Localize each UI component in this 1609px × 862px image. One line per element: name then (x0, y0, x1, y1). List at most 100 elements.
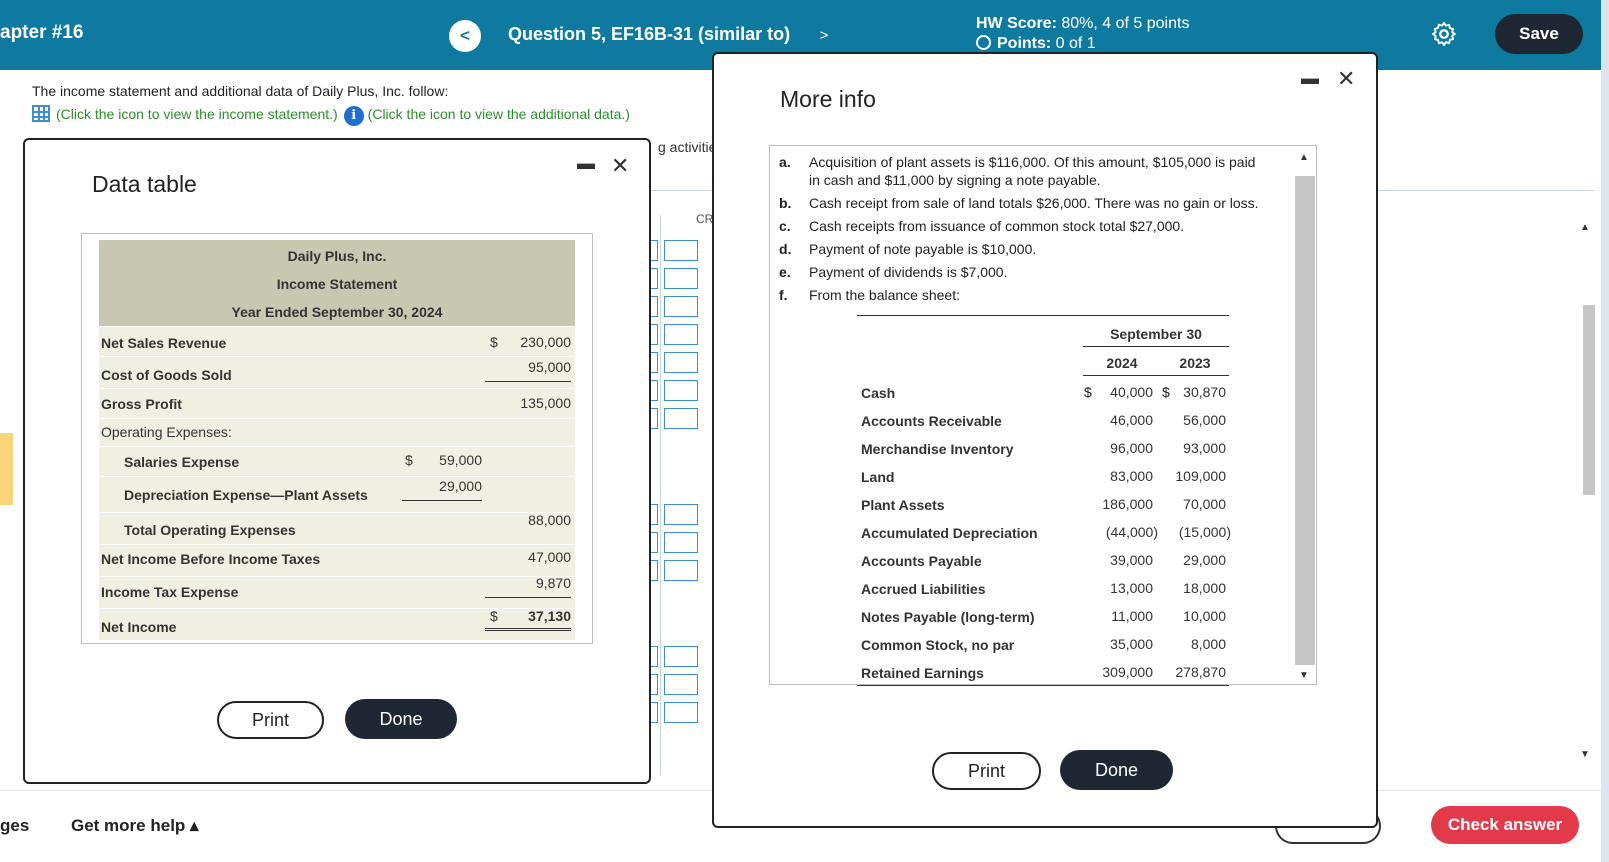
hw-score-label: HW Score: (976, 15, 1057, 32)
balance-value-2024: 46,000 (1110, 412, 1153, 428)
footer-left-fragment[interactable]: ges (0, 816, 30, 835)
list-item-letter: b. (779, 195, 792, 211)
obscured-column-header: CR (696, 212, 714, 226)
print-button[interactable]: Print (217, 701, 324, 739)
list-item-text: Cash receipts from issuance of common st… (809, 218, 1185, 234)
obscured-input[interactable] (664, 702, 698, 723)
row-label: Salaries Expense (124, 454, 240, 470)
balance-row-label: Accounts Payable (861, 553, 982, 569)
balance-row-label: Notes Payable (long-term) (861, 609, 1035, 625)
save-button[interactable]: Save (1495, 14, 1583, 54)
list-item-text: From the balance sheet: (809, 287, 960, 303)
list-item-text: Cash receipt from sale of land totals $2… (809, 195, 1259, 211)
chapter-title: apter #16 (0, 22, 84, 43)
balance-value-2024: 40,000 (1110, 384, 1153, 400)
currency-symbol: $ (490, 608, 498, 624)
statement-name: Income Statement (276, 276, 398, 292)
balance-value-2024: 309,000 (1102, 664, 1153, 680)
balance-value-2023: 93,000 (1183, 440, 1226, 456)
obscured-grid-line (640, 190, 720, 191)
row-value: 37,130 (485, 608, 571, 631)
additional-data-link[interactable]: (Click the icon to view the additional d… (367, 106, 630, 122)
next-question-button[interactable]: > (819, 27, 829, 44)
question-intro: The income statement and additional data… (32, 83, 449, 99)
list-item-letter: a. (779, 154, 791, 170)
minimize-icon[interactable]: ▬ (1301, 68, 1319, 88)
obscured-input[interactable] (664, 352, 698, 373)
minimize-icon[interactable]: ▬ (577, 153, 595, 173)
data-table-title: Data table (92, 171, 197, 197)
obscured-input[interactable] (664, 646, 698, 667)
balance-value-2024: 186,000 (1102, 496, 1153, 512)
hw-score: HW Score: 80%, 4 of 5 points (976, 15, 1189, 33)
close-icon[interactable]: ✕ (1337, 66, 1356, 91)
balance-row-label: Plant Assets (861, 497, 945, 513)
points-value: 0 of 1 (1055, 35, 1096, 52)
list-item-letter: d. (779, 241, 792, 257)
table-row (99, 608, 575, 640)
balance-value-2023: 109,000 (1175, 468, 1226, 484)
scroll-down-arrow-icon[interactable]: ▼ (1580, 749, 1590, 760)
income-statement-header: Daily Plus, Inc. Income Statement Year E… (99, 240, 575, 326)
done-button[interactable]: Done (1060, 750, 1173, 790)
balance-value-2024: 83,000 (1110, 468, 1153, 484)
close-icon[interactable]: ✕ (611, 153, 630, 178)
income-statement-link[interactable]: (Click the icon to view the income state… (56, 106, 338, 122)
balance-sheet-year-2024: 2024 (1083, 355, 1161, 376)
print-button[interactable]: Print (932, 752, 1041, 790)
obscured-input[interactable] (664, 674, 698, 695)
balance-value-2024: 35,000 (1110, 636, 1153, 652)
company-name: Daily Plus, Inc. (287, 248, 387, 264)
row-value: 88,000 (528, 512, 571, 528)
obscured-input[interactable] (664, 560, 698, 581)
balance-value-2023: 18,000 (1183, 580, 1226, 596)
obscured-input[interactable] (664, 380, 698, 401)
table-row (99, 544, 575, 576)
balance-value-2023: 29,000 (1183, 552, 1226, 568)
scroll-down-arrow-icon[interactable]: ▼ (1299, 670, 1309, 681)
balance-sheet-top-rule (857, 315, 1229, 316)
scroll-up-arrow-icon[interactable]: ▲ (1299, 152, 1309, 163)
obscured-input[interactable] (664, 268, 698, 289)
circle-icon (976, 35, 991, 50)
row-label: Income Tax Expense (101, 584, 239, 600)
table-icon[interactable] (32, 105, 50, 122)
obscured-input[interactable] (664, 532, 698, 553)
get-more-help-button[interactable]: Get more help ▴ (71, 816, 199, 835)
page-scroll-thumb[interactable] (1583, 305, 1595, 495)
balance-row-label: Common Stock, no par (861, 637, 1015, 653)
balance-value-2023: 10,000 (1183, 608, 1226, 624)
balance-row-label: Accrued Liabilities (861, 581, 986, 597)
row-label: Net Income (101, 619, 177, 635)
obscured-input[interactable] (664, 296, 698, 317)
table-row (99, 326, 575, 356)
currency-symbol: $ (1162, 384, 1170, 400)
balance-value-2024: 96,000 (1110, 440, 1153, 456)
row-label: Gross Profit (101, 396, 182, 412)
obscured-question-text: g activities (658, 139, 724, 155)
info-icon[interactable]: i (343, 106, 364, 126)
row-label: Depreciation Expense—Plant Assets (124, 487, 368, 503)
previous-question-button[interactable]: < (449, 20, 481, 52)
balance-row-label: Retained Earnings (861, 665, 984, 681)
more-info-content-frame (769, 145, 1317, 685)
scroll-up-arrow-icon[interactable]: ▲ (1580, 222, 1590, 233)
table-row (99, 418, 575, 446)
row-value: 230,000 (520, 334, 571, 350)
left-accent-marker (0, 433, 13, 505)
balance-value-2023: 70,000 (1183, 496, 1226, 512)
obscured-input[interactable] (664, 504, 698, 525)
row-label: Total Operating Expenses (124, 522, 296, 538)
question-links: (Click the icon to view the income state… (32, 105, 630, 126)
currency-symbol: $ (490, 334, 498, 350)
more-info-scroll-thumb[interactable] (1295, 176, 1315, 665)
balance-row-label: Accumulated Depreciation (861, 525, 1038, 541)
gear-icon[interactable] (1430, 20, 1458, 48)
obscured-input[interactable] (664, 324, 698, 345)
check-answer-button[interactable]: Check answer (1431, 806, 1579, 844)
done-button[interactable]: Done (345, 699, 457, 739)
obscured-input[interactable] (664, 240, 698, 261)
row-label: Operating Expenses: (101, 424, 232, 440)
obscured-input[interactable] (664, 408, 698, 429)
table-row (99, 476, 575, 512)
